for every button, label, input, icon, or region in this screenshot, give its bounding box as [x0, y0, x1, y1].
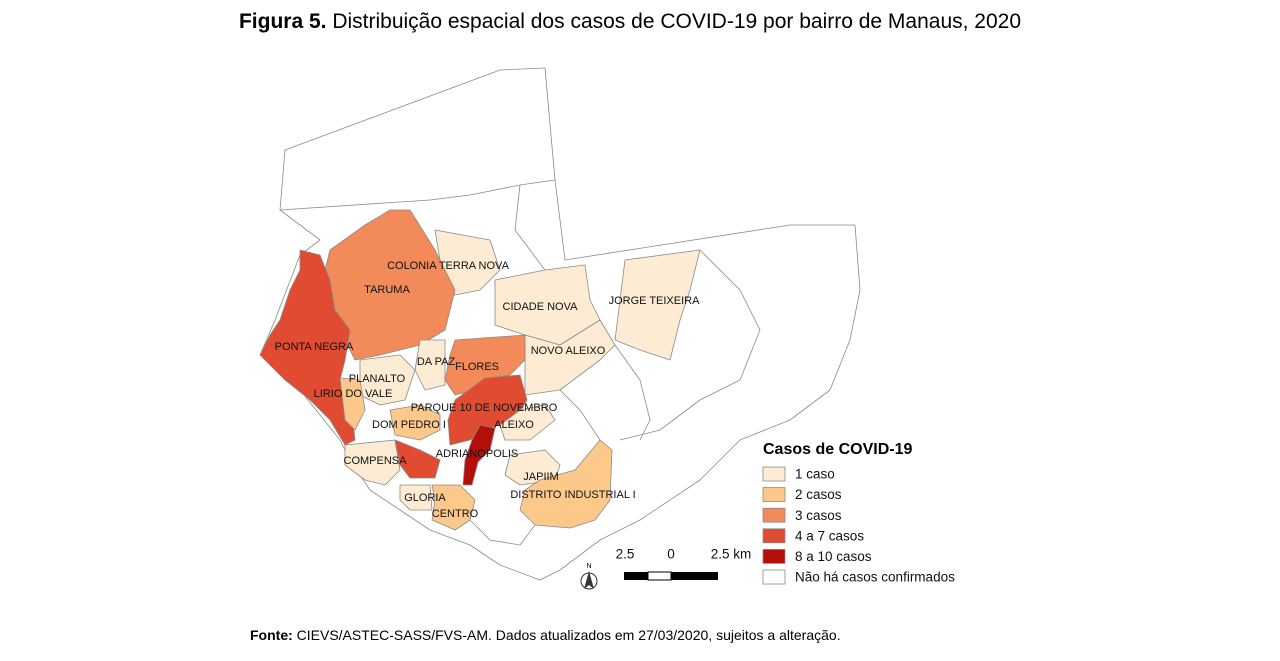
neighborhood-area	[399, 484, 433, 511]
neighborhood-label: GLORIA	[404, 492, 446, 504]
boundary-lines	[279, 179, 556, 211]
neighborhood-area	[614, 249, 701, 361]
legend-label: 3 casos	[795, 508, 842, 523]
neighborhood-label: NOVO ALEIXO	[531, 345, 606, 357]
legend-label: 1 caso	[795, 467, 835, 482]
scale-segment	[647, 571, 672, 581]
source-text: CIEVS/ASTEC-SASS/FVS-AM. Dados atualizad…	[297, 627, 841, 643]
north-pointer	[584, 571, 594, 589]
neighborhood-label: TARUMA	[364, 284, 410, 296]
neighborhood-label: JAPIIM	[523, 471, 558, 483]
scale-segment	[671, 572, 718, 580]
scale-label: 2.5	[616, 547, 635, 562]
boundary-lines	[469, 519, 536, 546]
scale-segment	[624, 572, 648, 580]
neighborhood-label: COLONIA TERRA NOVA	[387, 260, 510, 272]
legend: Casos de COVID-19 1 caso 2 casos 3 casos 4 …	[762, 441, 955, 585]
neighborhood-area	[414, 339, 446, 391]
neighborhood-label: DISTRITO INDUSTRIAL I	[510, 489, 635, 501]
neighborhood-label: FLORES	[455, 361, 499, 373]
title-text: Distribuição espacial dos casos de COVID…	[332, 10, 1021, 33]
legend-swatch	[762, 528, 786, 544]
boundary-lines	[514, 184, 546, 271]
legend-label: 4 a 7 casos	[795, 528, 864, 543]
scale-label: 2.5 km	[711, 547, 752, 562]
neighborhood-area	[431, 484, 476, 531]
neighborhood-label: LIRIO DO VALE	[314, 388, 393, 400]
legend-label: Não há casos confirmados	[795, 570, 955, 585]
neighborhood-label: PONTA NEGRA	[275, 341, 354, 353]
legend-swatch	[762, 487, 786, 503]
neighborhood-area	[394, 439, 441, 479]
figure-title: Figura 5. Distribuição espacial dos caso…	[239, 10, 1021, 33]
neighborhood-label: DA PAZ	[417, 356, 456, 368]
legend-swatch	[762, 466, 786, 482]
neighborhood-area	[462, 424, 496, 486]
neighborhood-area	[524, 319, 616, 396]
neighborhood-area	[339, 377, 366, 431]
boundary-lines	[559, 389, 601, 441]
legend-swatch	[762, 507, 786, 523]
legend-swatch	[762, 549, 786, 564]
neighborhood-label: DOM PEDRO I	[372, 419, 446, 431]
figure-number: Figura 5.	[239, 10, 327, 33]
neighborhood-label: ADRIANOPOLIS	[436, 448, 519, 460]
legend-swatch	[762, 569, 786, 585]
legend-label: 8 a 10 casos	[795, 549, 872, 564]
neighborhood-label: PARQUE 10 DE NOVEMBRO	[411, 402, 558, 414]
legend-label: 2 casos	[795, 487, 842, 502]
neighborhood-label: JORGE TEIXEIRA	[609, 295, 701, 307]
scale-label: 0	[667, 547, 675, 562]
map: COLONIA TERRA NOVA TARUMA CIDADE NOVA JO…	[259, 67, 861, 581]
north-arrow: N	[580, 563, 598, 590]
neighborhood-area	[519, 439, 613, 529]
neighborhood-area	[389, 404, 441, 441]
neighborhood-label: CIDADE NOVA	[503, 301, 579, 313]
neighborhood-area	[499, 404, 556, 441]
source-prefix: Fonte:	[250, 627, 293, 643]
neighborhood-label: PLANALTO	[349, 373, 406, 385]
neighborhood-label: COMPENSA	[344, 455, 408, 467]
source-note: Fonte: CIEVS/ASTEC-SASS/FVS-AM. Dados at…	[250, 627, 841, 643]
neighborhood-label: CENTRO	[432, 508, 479, 520]
north-label: N	[586, 563, 591, 570]
boundary-lines	[619, 249, 761, 441]
legend-title: Casos de COVID-19	[763, 441, 912, 458]
boundary-lines	[614, 344, 651, 441]
neighborhood-label: ALEIXO	[494, 419, 534, 431]
scale-bar: 2.5 0 2.5 km	[616, 547, 752, 581]
